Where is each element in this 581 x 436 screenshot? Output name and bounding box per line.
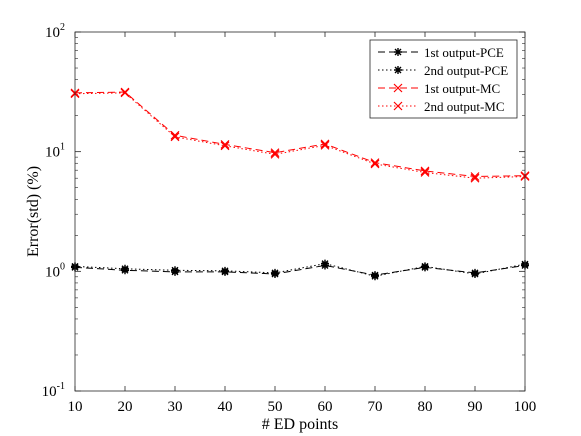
series-line (74, 264, 526, 276)
data-point (121, 264, 129, 273)
legend: 1st output-PCE 2nd output-PCE 1st output-M… (369, 39, 518, 119)
x-tick-label: 50 (268, 399, 283, 415)
legend-item: 2nd output-MC (378, 99, 505, 114)
data-point (171, 266, 179, 275)
x-tick-label: 90 (468, 399, 483, 415)
legend-marker (393, 83, 403, 93)
data-point (471, 269, 479, 278)
legend-label: 2nd output-MC (424, 99, 505, 114)
y-tick-base: 10 (45, 25, 60, 41)
data-point (421, 262, 429, 271)
legend-marker (394, 48, 402, 56)
y-tick-label: 102 (45, 22, 65, 41)
data-point (170, 130, 180, 140)
legend-label: 1st output-MC (424, 81, 500, 96)
data-point (220, 141, 230, 151)
series-layer (70, 87, 530, 281)
y-tick-exponent: 1 (60, 142, 65, 153)
legend-label: 2nd output-PCE (424, 63, 508, 78)
y-tick-base: 10 (45, 145, 60, 161)
legend-box (369, 39, 518, 119)
x-tick-label: 70 (368, 399, 383, 415)
data-point (221, 266, 229, 275)
legend-item: 1st output-PCE (378, 45, 504, 60)
data-point (370, 158, 380, 168)
data-point (270, 148, 280, 158)
x-axis-label: # ED points (262, 416, 338, 433)
y-tick-base: 10 (45, 264, 60, 280)
x-tick-label: 10 (68, 399, 83, 415)
data-point (470, 172, 480, 181)
series-line (74, 91, 526, 178)
x-tick-label: 20 (118, 399, 133, 415)
y-tick-base: 10 (42, 384, 57, 400)
x-tick-label: 80 (418, 399, 433, 415)
data-point (321, 259, 329, 268)
legend-item: 2nd output-PCE (378, 63, 508, 78)
y-tick-exponent: 0 (60, 261, 65, 272)
legend-marker (394, 66, 402, 74)
data-point (320, 140, 330, 150)
y-tick-label: 101 (45, 142, 65, 161)
data-point (371, 272, 379, 281)
legend-label: 1st output-PCE (424, 45, 504, 60)
y-tick-exponent: -1 (57, 381, 65, 392)
data-point (270, 149, 280, 159)
legend-item: 1st output-MC (378, 81, 500, 96)
data-point (271, 268, 279, 277)
y-tick-label: 10-1 (42, 381, 65, 400)
plot-frame (74, 31, 526, 392)
data-point (320, 139, 330, 149)
x-tick-label: 60 (318, 399, 333, 415)
x-tick-label: 40 (218, 399, 233, 415)
data-point (470, 173, 480, 183)
legend-marker (393, 101, 403, 111)
data-point (420, 166, 430, 176)
data-point (120, 88, 130, 98)
data-point (420, 168, 430, 177)
y-tick-label: 100 (45, 261, 65, 280)
data-point (370, 159, 380, 169)
data-point (170, 132, 180, 142)
y-axis-label: Error(std) (%) (25, 166, 42, 257)
x-tick-label: 100 (514, 399, 537, 415)
data-point (220, 139, 230, 149)
y-tick-exponent: 2 (60, 22, 65, 33)
x-tick-label: 30 (168, 399, 183, 415)
